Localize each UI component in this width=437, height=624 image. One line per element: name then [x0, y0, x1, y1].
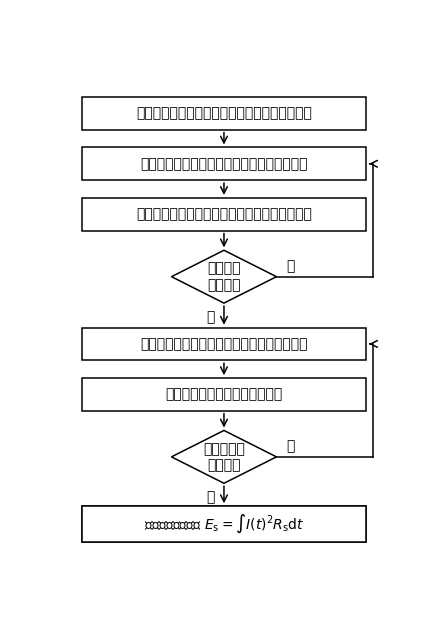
- Text: 否: 否: [287, 439, 295, 453]
- Text: 拟合放电电流曲线，计算拟合度: 拟合放电电流曲线，计算拟合度: [165, 388, 283, 401]
- Bar: [82, 97, 366, 130]
- Text: 偏差优于
设定偏差: 偏差优于 设定偏差: [207, 261, 241, 292]
- Text: 获取放电电流波形的波峰值和波峰对应的时刻: 获取放电电流波形的波峰值和波峰对应的时刻: [140, 157, 308, 171]
- Polygon shape: [171, 250, 277, 303]
- Bar: [82, 378, 366, 411]
- Text: 是: 是: [206, 490, 215, 504]
- Polygon shape: [171, 431, 277, 483]
- Text: 否: 否: [287, 259, 295, 273]
- Bar: [82, 328, 366, 360]
- Bar: [82, 506, 366, 542]
- Bar: [82, 198, 366, 230]
- Text: 拟合度高于
设定阈值: 拟合度高于 设定阈值: [203, 442, 245, 472]
- Text: 计算阻尼比、回路电阻、火花电阻和火花电感: 计算阻尼比、回路电阻、火花电阻和火花电感: [140, 337, 308, 351]
- Text: 静电火花放电能量 $E_\mathrm{s} = \int I(t)^2 R_\mathrm{s}\mathrm{d}t$: 静电火花放电能量 $E_\mathrm{s} = \int I(t)^2 R_\…: [144, 513, 304, 535]
- Text: 是: 是: [206, 310, 215, 324]
- Bar: [82, 506, 366, 542]
- Bar: [82, 147, 366, 180]
- Text: 计算振荡角频率、系统固有电感和第一峰值电流: 计算振荡角频率、系统固有电感和第一峰值电流: [136, 207, 312, 222]
- Text: 去除放电电流波形中存在的直流偏置和高频噪声: 去除放电电流波形中存在的直流偏置和高频噪声: [136, 106, 312, 120]
